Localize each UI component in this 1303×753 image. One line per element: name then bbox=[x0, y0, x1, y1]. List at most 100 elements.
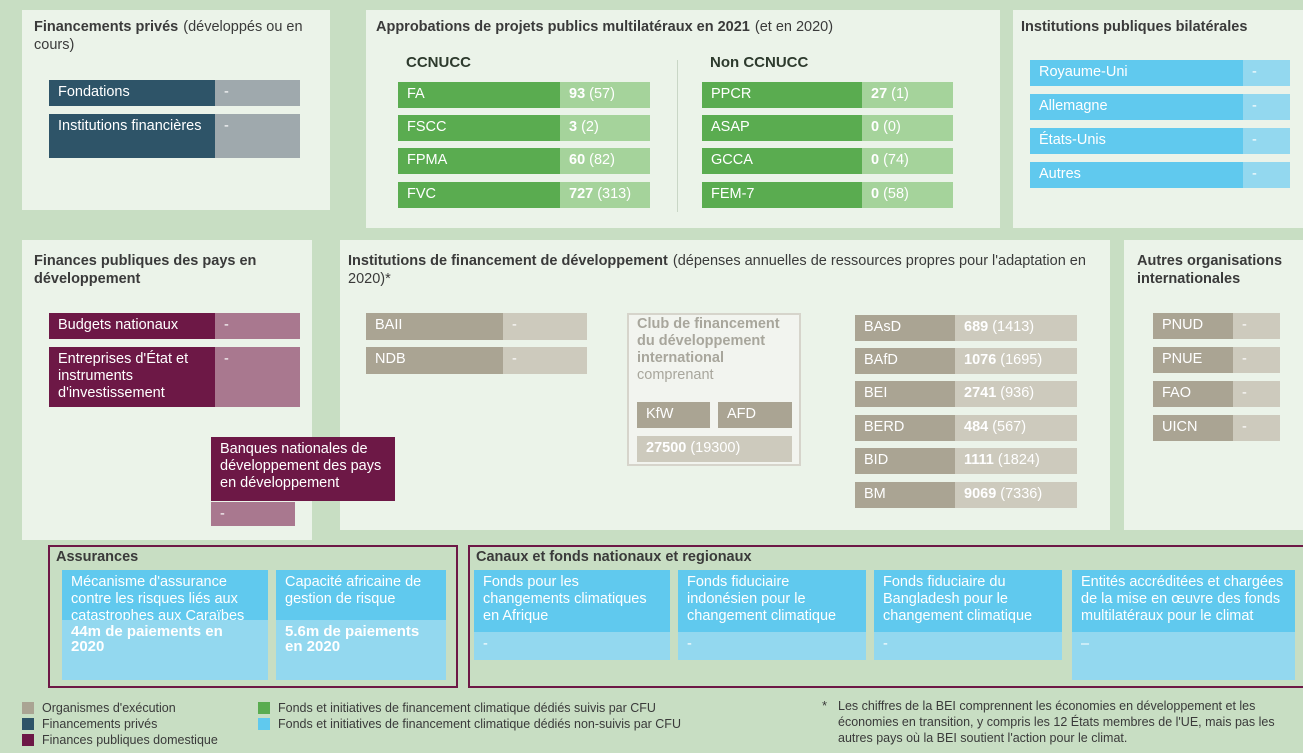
domestic-label: Banques nationales de développement des … bbox=[211, 437, 395, 501]
label: UICN bbox=[1162, 419, 1198, 435]
value: 27 bbox=[871, 86, 888, 102]
value: - bbox=[1242, 385, 1247, 401]
label: Entités accréditées et chargées de la mi… bbox=[1081, 574, 1284, 624]
label: FEM-7 bbox=[711, 186, 755, 202]
channel-value: - bbox=[678, 632, 866, 660]
dfi-label: BAII bbox=[366, 313, 503, 340]
label: Entreprises d'État et instruments d'inve… bbox=[58, 351, 189, 401]
value: 5.6m de paiements en 2020 bbox=[285, 623, 420, 655]
label: FVC bbox=[407, 186, 436, 202]
prior: (1824) bbox=[997, 452, 1040, 468]
channels-frame bbox=[468, 545, 1303, 688]
dfi-label: BAsD bbox=[855, 315, 955, 341]
club-value: 27500 (19300) bbox=[637, 436, 792, 462]
label: BAsD bbox=[864, 319, 902, 335]
value: - bbox=[687, 636, 692, 652]
fund-label: FA bbox=[398, 82, 560, 108]
other-value: - bbox=[1233, 347, 1280, 373]
channel-card: Fonds pour les changements climatiques e… bbox=[474, 570, 670, 632]
label: PNUE bbox=[1162, 351, 1203, 367]
insurance-card: Capacité africaine de gestion de risque bbox=[276, 570, 446, 620]
value: 60 bbox=[569, 152, 586, 168]
label: BAII bbox=[375, 317, 403, 333]
insurance-result: 44m de paiements en 2020 bbox=[62, 620, 268, 680]
fund-label: FSCC bbox=[398, 115, 560, 141]
legend-swatch bbox=[258, 718, 270, 730]
label: GCCA bbox=[711, 152, 753, 168]
title-bold: Approbations de projets publics multilat… bbox=[376, 19, 750, 35]
label: Royaume-Uni bbox=[1039, 64, 1128, 80]
label: BID bbox=[864, 452, 889, 468]
prior: (2) bbox=[581, 119, 599, 135]
legend-swatch bbox=[22, 702, 34, 714]
label: PNUD bbox=[1162, 317, 1204, 333]
prior: (82) bbox=[589, 152, 615, 168]
bilateral-label: États-Unis bbox=[1030, 128, 1243, 154]
private-label: Institutions financières bbox=[49, 114, 215, 158]
fund-value: 0 (74) bbox=[862, 148, 953, 174]
value: - bbox=[1242, 351, 1247, 367]
fund-label: FVC bbox=[398, 182, 560, 208]
value: – bbox=[1081, 636, 1090, 652]
label: BERD bbox=[864, 419, 905, 435]
footnote-mark: * bbox=[822, 698, 828, 713]
label: États-Unis bbox=[1039, 132, 1106, 148]
label: FPMA bbox=[407, 152, 448, 168]
value: 2741 bbox=[964, 385, 997, 401]
private-value: - bbox=[215, 114, 300, 158]
label: ASAP bbox=[711, 119, 750, 135]
value: 0 bbox=[871, 152, 880, 168]
dfi-value: - bbox=[503, 347, 587, 374]
value: 27500 bbox=[646, 440, 687, 456]
dfi-label: BERD bbox=[855, 415, 955, 441]
value: 93 bbox=[569, 86, 586, 102]
value: - bbox=[224, 317, 229, 333]
value: 44m de paiements en 2020 bbox=[71, 623, 223, 655]
prior: (313) bbox=[597, 186, 632, 202]
fund-value: 27 (1) bbox=[862, 82, 953, 108]
label: Banques nationales de développement des … bbox=[220, 441, 382, 491]
label: Fondations bbox=[58, 84, 130, 100]
domestic-value: - bbox=[215, 347, 300, 407]
channel-card: Fonds fiduciaire du Bangladesh pour le c… bbox=[874, 570, 1062, 632]
dfi-value: 689 (1413) bbox=[955, 315, 1077, 341]
label: Autres bbox=[1039, 166, 1081, 182]
prior: (57) bbox=[589, 86, 615, 102]
group-name: CCNUCC bbox=[406, 54, 471, 71]
value: - bbox=[1252, 98, 1257, 114]
value: - bbox=[483, 636, 488, 652]
title-sub: (développés ou en cours) bbox=[34, 19, 303, 53]
bilateral-label: Royaume-Uni bbox=[1030, 60, 1243, 86]
fund-label: FPMA bbox=[398, 148, 560, 174]
domestic-value: - bbox=[211, 502, 295, 526]
title-bold: Canaux et fonds nationaux et regionaux bbox=[476, 549, 752, 565]
fund-value: 60 (82) bbox=[560, 148, 650, 174]
section-title: Autres organisations internationales bbox=[1137, 252, 1303, 288]
label: FA bbox=[407, 86, 425, 102]
footnote: Les chiffres de la BEI comprennent les é… bbox=[838, 699, 1275, 745]
prior: (58) bbox=[883, 186, 909, 202]
other-label: PNUD bbox=[1153, 313, 1233, 339]
bilateral-value: - bbox=[1243, 94, 1290, 120]
label: Allemagne bbox=[1039, 98, 1108, 114]
channel-value: - bbox=[874, 632, 1062, 660]
legend-label: Finances publiques domestique bbox=[42, 733, 218, 747]
club-member: AFD bbox=[718, 402, 792, 428]
bilateral-label: Autres bbox=[1030, 162, 1243, 188]
insurance-frame bbox=[48, 545, 458, 688]
prior: (74) bbox=[883, 152, 909, 168]
label: Fonds fiduciaire indonésien pour le chan… bbox=[687, 574, 837, 624]
value: - bbox=[1242, 317, 1247, 333]
fund-label: PPCR bbox=[702, 82, 862, 108]
fund-value: 727 (313) bbox=[560, 182, 650, 208]
fund-value: 0 (58) bbox=[862, 182, 953, 208]
divider bbox=[677, 60, 678, 212]
prior: (7336) bbox=[1000, 486, 1043, 502]
member: KfW bbox=[646, 406, 674, 422]
value: - bbox=[883, 636, 888, 652]
section-title: Institutions publiques bilatérales bbox=[1021, 18, 1303, 36]
channel-card: Entités accréditées et chargées de la mi… bbox=[1072, 570, 1295, 632]
legend-label: Fonds et initiatives de financement clim… bbox=[278, 700, 778, 716]
value: 9069 bbox=[964, 486, 997, 502]
